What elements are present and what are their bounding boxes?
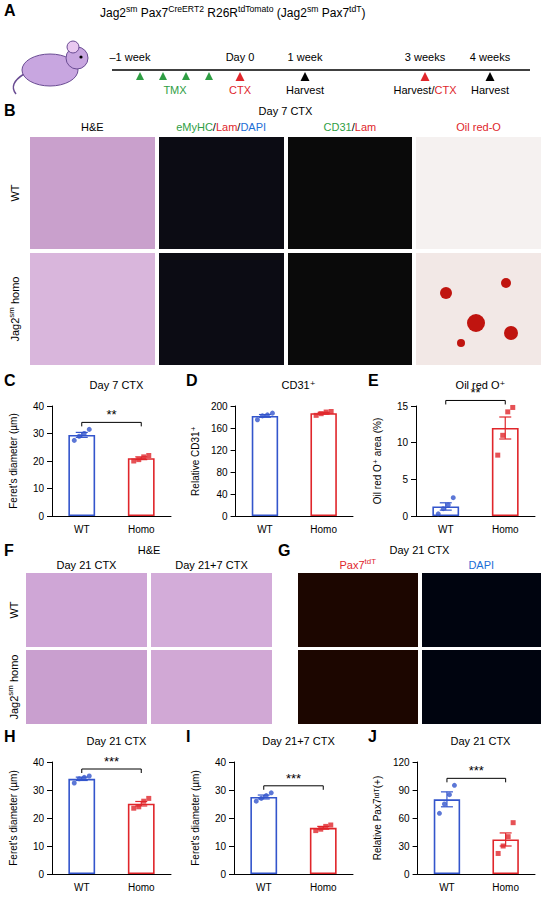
html-text:I: I bbox=[186, 728, 191, 745]
svg-text:***: *** bbox=[286, 771, 301, 786]
svg-text:90: 90 bbox=[398, 785, 410, 796]
svg-text:WT: WT bbox=[74, 524, 90, 535]
html-text:–1 week: –1 week bbox=[109, 51, 151, 63]
svg-text:Oil red O⁺ area (%): Oil red O⁺ area (%) bbox=[372, 418, 383, 504]
svg-text:160: 160 bbox=[211, 423, 228, 434]
html-text:homo: homo bbox=[8, 654, 20, 686]
svg-text:80: 80 bbox=[216, 467, 228, 478]
html-text:C: C bbox=[4, 372, 16, 389]
svg-text:10: 10 bbox=[215, 841, 227, 852]
svg-text:30: 30 bbox=[398, 841, 410, 852]
html-text:4 weeks: 4 weeks bbox=[469, 51, 511, 63]
html-text:G: G bbox=[278, 542, 291, 559]
svg-text:60: 60 bbox=[398, 813, 410, 824]
html-text:J: J bbox=[368, 728, 377, 745]
html-text:Jag2: Jag2 bbox=[9, 317, 21, 342]
svg-text:0: 0 bbox=[222, 511, 228, 522]
html-text:Day 21 CTX: Day 21 CTX bbox=[389, 544, 450, 556]
svg-text:WT: WT bbox=[256, 882, 272, 893]
html-text:Oil red-O: Oil red-O bbox=[456, 121, 501, 133]
svg-text:Homo: Homo bbox=[128, 882, 155, 893]
html-text:DAPI: DAPI bbox=[468, 559, 495, 571]
svg-text:Feret's diameter (µm): Feret's diameter (µm) bbox=[8, 413, 19, 508]
svg-text:Relative CD31⁺: Relative CD31⁺ bbox=[190, 426, 201, 496]
svg-text:WT: WT bbox=[438, 524, 454, 535]
svg-text:***: *** bbox=[469, 763, 484, 778]
html-text:CD31 / Lam: CD31 / Lam bbox=[323, 121, 377, 133]
svg-text:**: ** bbox=[106, 407, 116, 422]
html-text:WT: WT bbox=[9, 184, 21, 202]
html-text:H: H bbox=[4, 728, 16, 745]
html-text:Pax7tdT: Pax7tdT bbox=[339, 557, 376, 571]
html-text:Day 21 CTX: Day 21 CTX bbox=[56, 559, 117, 571]
html-text:E: E bbox=[368, 372, 379, 389]
html-text:CTX: CTX bbox=[229, 84, 251, 96]
svg-text:0: 0 bbox=[220, 869, 226, 880]
svg-text:Homo: Homo bbox=[310, 882, 337, 893]
svg-text:10: 10 bbox=[397, 437, 409, 448]
svg-text:0: 0 bbox=[38, 511, 44, 522]
html-text:B: B bbox=[4, 102, 16, 119]
svg-text:15: 15 bbox=[397, 401, 409, 412]
html-text:A: A bbox=[4, 2, 16, 19]
svg-text:WT: WT bbox=[257, 524, 273, 535]
svg-text:40: 40 bbox=[215, 757, 227, 768]
html-text:1 week: 1 week bbox=[287, 51, 323, 63]
html-text:eMyHC / Lam / DAPI: eMyHC / Lam / DAPI bbox=[176, 121, 267, 133]
svg-text:Day 21 CTX: Day 21 CTX bbox=[87, 735, 148, 747]
html-text:homo: homo bbox=[9, 276, 21, 308]
html-text:H&E: H&E bbox=[81, 121, 104, 133]
svg-text:Day 21 CTX: Day 21 CTX bbox=[451, 735, 512, 747]
html-text:Harvest: Harvest bbox=[286, 84, 324, 96]
svg-text:0: 0 bbox=[404, 869, 410, 880]
svg-text:120: 120 bbox=[393, 757, 410, 768]
svg-text:Feret's diameter (µm): Feret's diameter (µm) bbox=[8, 770, 19, 865]
svg-text:10: 10 bbox=[33, 483, 45, 494]
svg-text:30: 30 bbox=[33, 428, 45, 439]
html-text:sm: sm bbox=[7, 307, 17, 318]
svg-text:20: 20 bbox=[33, 813, 45, 824]
svg-text:WT: WT bbox=[74, 882, 90, 893]
svg-text:Homo: Homo bbox=[128, 524, 155, 535]
svg-text:Relative Pax7ᵗᵈᵀ(+): Relative Pax7ᵗᵈᵀ(+) bbox=[372, 776, 383, 861]
svg-text:***: *** bbox=[104, 754, 119, 769]
svg-text:Homo: Homo bbox=[492, 882, 519, 893]
html-text:3 weeks: 3 weeks bbox=[404, 51, 446, 63]
svg-text:20: 20 bbox=[33, 456, 45, 467]
svg-text:40: 40 bbox=[216, 489, 228, 500]
svg-text:Feret's diameter (µm): Feret's diameter (µm) bbox=[190, 770, 201, 865]
html-text:Harvest/ CTX: Harvest/ CTX bbox=[393, 84, 457, 96]
svg-text:0: 0 bbox=[402, 511, 408, 522]
html-text:sm: sm bbox=[6, 685, 16, 696]
html-text:Jag2smPax7CreERT2R26RtdTomato(: Jag2smPax7CreERT2R26RtdTomato(Jag2smPax7… bbox=[100, 4, 366, 20]
svg-text:200: 200 bbox=[211, 401, 228, 412]
svg-text:0: 0 bbox=[38, 869, 44, 880]
svg-text:5: 5 bbox=[402, 474, 408, 485]
svg-text:120: 120 bbox=[211, 445, 228, 456]
html-text:D: D bbox=[186, 372, 198, 389]
svg-text:30: 30 bbox=[215, 785, 227, 796]
html-text:WT: WT bbox=[8, 601, 20, 619]
html-text:TMX: TMX bbox=[163, 84, 187, 96]
svg-text:30: 30 bbox=[33, 785, 45, 796]
svg-text:40: 40 bbox=[33, 401, 45, 412]
html-text:Jag2: Jag2 bbox=[8, 695, 20, 720]
svg-text:WT: WT bbox=[439, 882, 455, 893]
svg-text:10: 10 bbox=[33, 841, 45, 852]
svg-text:Day 21+7 CTX: Day 21+7 CTX bbox=[262, 735, 335, 747]
html-text:Harvest: Harvest bbox=[471, 84, 509, 96]
svg-text:Oil red O⁺: Oil red O⁺ bbox=[456, 379, 506, 391]
html-text:F: F bbox=[4, 542, 14, 559]
html-text:Day 7 CTX: Day 7 CTX bbox=[258, 105, 313, 117]
html-text:Day 0: Day 0 bbox=[225, 51, 255, 63]
html-text:H&E: H&E bbox=[137, 544, 161, 556]
html-text:Day 21+7 CTX: Day 21+7 CTX bbox=[175, 559, 248, 571]
svg-text:CD31⁺: CD31⁺ bbox=[282, 379, 316, 391]
svg-text:Day 7 CTX: Day 7 CTX bbox=[90, 379, 144, 391]
svg-text:Homo: Homo bbox=[310, 524, 337, 535]
svg-text:40: 40 bbox=[33, 757, 45, 768]
svg-text:20: 20 bbox=[215, 813, 227, 824]
svg-text:Homo: Homo bbox=[492, 524, 519, 535]
